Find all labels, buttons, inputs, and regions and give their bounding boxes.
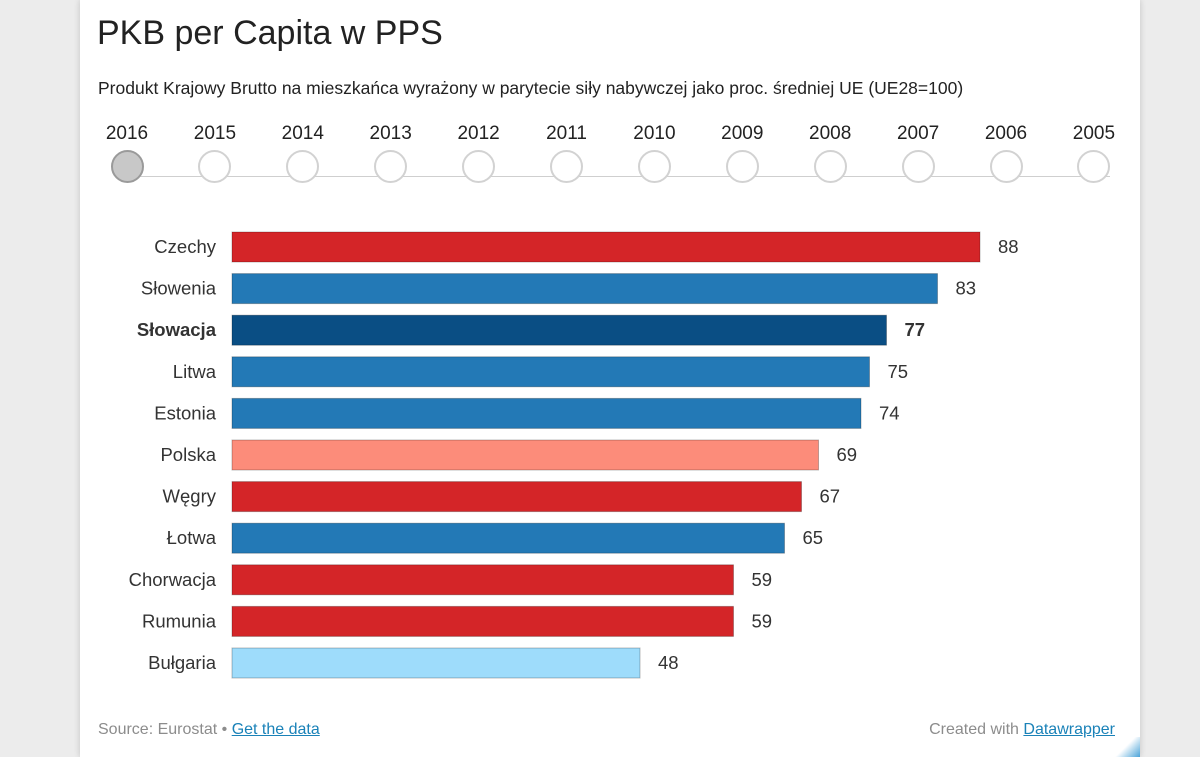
chart-title: PKB per Capita w PPS [97, 14, 443, 52]
year-label: 2012 [457, 123, 500, 144]
bar [231, 647, 641, 679]
year-dot[interactable] [374, 150, 408, 183]
year-label: 2011 [546, 123, 587, 144]
bar [231, 356, 870, 388]
value-label: 69 [837, 444, 858, 465]
year-label: 2005 [1072, 123, 1116, 144]
year-option-2007[interactable]: 2007 [883, 120, 953, 183]
year-dot[interactable] [462, 150, 496, 183]
year-dot[interactable] [550, 150, 583, 183]
category-label: Łotwa [167, 527, 217, 548]
year-option-2014[interactable]: 2014 [268, 120, 338, 183]
year-option-2009[interactable]: 2009 [707, 120, 777, 183]
category-label: Polska [160, 444, 216, 465]
bar [231, 439, 819, 471]
year-label: 2010 [633, 123, 676, 144]
bar [231, 522, 785, 554]
year-option-2010[interactable]: 2010 [619, 120, 689, 183]
value-label: 48 [658, 652, 679, 673]
year-option-2012[interactable]: 2012 [444, 120, 514, 183]
chart-subtitle: Produkt Krajowy Brutto na mieszkańca wyr… [98, 78, 964, 98]
year-dot[interactable] [286, 150, 320, 183]
footer-separator: • [221, 721, 228, 738]
category-label: Czechy [154, 236, 216, 257]
year-timeline: 2016 2015 2014 2013 2012 2011 2010 2009 2008 2007… [90, 120, 1130, 200]
bar [231, 397, 862, 429]
year-dot[interactable] [1077, 150, 1111, 183]
created-label: Created with [929, 721, 1019, 738]
year-label: 2006 [984, 123, 1028, 144]
category-label: Słowenia [141, 278, 217, 299]
year-dot[interactable] [637, 150, 671, 183]
year-option-2011[interactable]: 2011 [532, 120, 602, 183]
datawrapper-link[interactable]: Datawrapper [1023, 721, 1115, 738]
year-option-2008[interactable]: 2008 [795, 120, 865, 183]
value-label: 59 [752, 610, 773, 631]
timeline-line [122, 176, 1110, 177]
bar [231, 481, 802, 513]
bar [231, 314, 887, 346]
value-label: 74 [879, 402, 900, 423]
value-label: 83 [956, 278, 977, 299]
value-label: 59 [752, 569, 773, 590]
corner-shade [1110, 737, 1140, 757]
category-label: Węgry [163, 486, 217, 507]
category-label: Słowacja [137, 319, 217, 340]
bar [231, 273, 938, 305]
year-option-2013[interactable]: 2013 [356, 120, 426, 183]
year-option-2006[interactable]: 2006 [971, 120, 1041, 183]
bar [231, 605, 734, 637]
get-data-link[interactable]: Get the data [231, 721, 320, 738]
year-dot[interactable] [110, 150, 144, 183]
footer-source: Source: Eurostat • Get the data [98, 721, 320, 739]
year-label: 2014 [281, 123, 324, 144]
category-label: Litwa [173, 361, 217, 382]
year-label: 2015 [193, 123, 237, 144]
footer-credit: Created with Datawrapper [929, 721, 1115, 739]
value-label: 77 [905, 319, 926, 340]
value-label: 75 [888, 361, 909, 382]
year-option-2015[interactable]: 2015 [180, 120, 250, 183]
value-label: 88 [998, 236, 1019, 257]
year-label: 2007 [896, 123, 940, 144]
bar [231, 231, 981, 263]
year-dot[interactable] [198, 150, 232, 183]
value-label: 67 [820, 486, 841, 507]
year-label: 2008 [809, 123, 852, 144]
year-option-2016[interactable]: 2016 [92, 120, 162, 183]
source-label: Source: Eurostat [98, 721, 218, 738]
year-dot[interactable] [901, 150, 935, 183]
category-label: Rumunia [142, 610, 217, 631]
category-label: Chorwacja [129, 569, 217, 590]
category-label: Estonia [154, 402, 216, 423]
year-label: 2013 [369, 123, 412, 144]
year-dot[interactable] [725, 150, 759, 183]
value-label: 65 [803, 527, 824, 548]
year-option-2005[interactable]: 2005 [1059, 120, 1129, 183]
year-label: 2009 [721, 123, 764, 144]
year-dot[interactable] [989, 150, 1023, 183]
year-label: 2016 [105, 123, 149, 144]
category-label: Bułgaria [148, 652, 217, 673]
year-dot[interactable] [813, 150, 847, 183]
bar [231, 564, 734, 596]
